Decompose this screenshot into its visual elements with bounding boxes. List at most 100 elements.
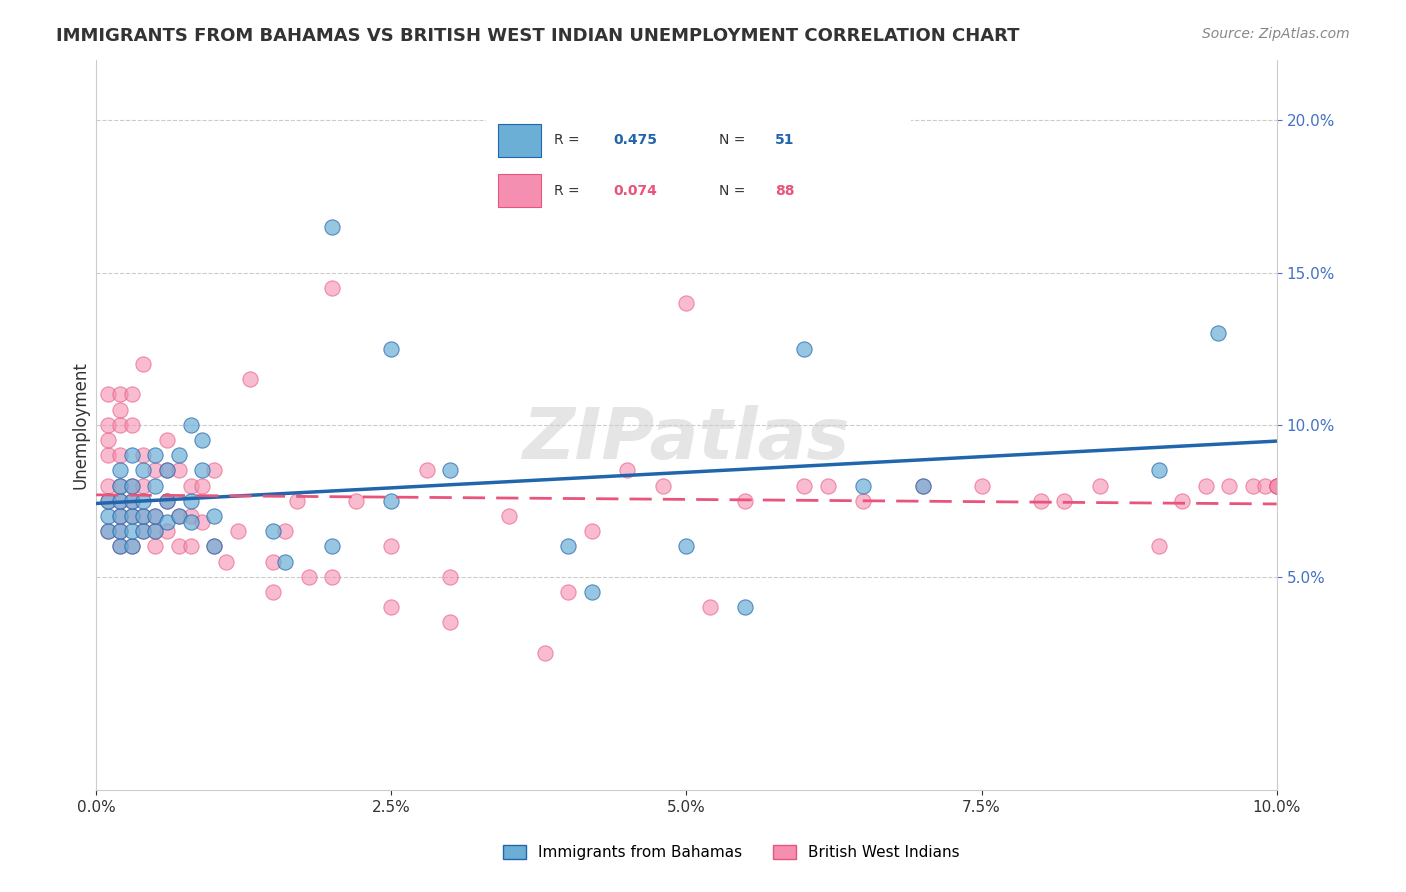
British West Indians xyxy=(156,524,179,539)
British West Indians xyxy=(156,493,179,508)
British West Indians xyxy=(121,493,143,508)
British West Indians xyxy=(180,478,202,492)
British West Indians xyxy=(108,448,131,462)
British West Indians xyxy=(262,585,284,599)
Immigrants from Bahamas xyxy=(121,508,143,523)
Y-axis label: Unemployment: Unemployment xyxy=(72,360,89,489)
Immigrants from Bahamas xyxy=(121,524,143,539)
British West Indians xyxy=(97,493,120,508)
Immigrants from Bahamas xyxy=(132,524,155,539)
Immigrants from Bahamas xyxy=(156,515,179,529)
British West Indians xyxy=(180,540,202,554)
British West Indians xyxy=(533,646,555,660)
Immigrants from Bahamas xyxy=(180,493,202,508)
Immigrants from Bahamas xyxy=(321,219,343,234)
British West Indians xyxy=(132,524,155,539)
British West Indians xyxy=(439,615,461,630)
Immigrants from Bahamas xyxy=(97,524,120,539)
British West Indians xyxy=(143,540,166,554)
British West Indians xyxy=(132,478,155,492)
Immigrants from Bahamas xyxy=(439,463,461,477)
Immigrants from Bahamas xyxy=(202,540,225,554)
British West Indians xyxy=(344,493,367,508)
British West Indians xyxy=(581,524,603,539)
British West Indians xyxy=(108,387,131,401)
Immigrants from Bahamas xyxy=(143,524,166,539)
Immigrants from Bahamas xyxy=(380,493,402,508)
British West Indians xyxy=(121,417,143,432)
British West Indians xyxy=(97,524,120,539)
Legend: Immigrants from Bahamas, British West Indians: Immigrants from Bahamas, British West In… xyxy=(496,839,966,866)
British West Indians xyxy=(143,524,166,539)
British West Indians xyxy=(734,493,756,508)
British West Indians xyxy=(699,600,721,615)
Immigrants from Bahamas xyxy=(581,585,603,599)
Immigrants from Bahamas xyxy=(1206,326,1229,341)
British West Indians xyxy=(415,463,437,477)
Immigrants from Bahamas xyxy=(167,448,190,462)
British West Indians xyxy=(108,402,131,417)
Immigrants from Bahamas xyxy=(202,508,225,523)
British West Indians xyxy=(97,478,120,492)
Immigrants from Bahamas xyxy=(132,508,155,523)
Immigrants from Bahamas xyxy=(191,463,214,477)
British West Indians xyxy=(132,508,155,523)
British West Indians xyxy=(380,600,402,615)
British West Indians xyxy=(262,555,284,569)
British West Indians xyxy=(911,478,934,492)
Immigrants from Bahamas xyxy=(97,508,120,523)
British West Indians xyxy=(817,478,839,492)
British West Indians xyxy=(156,463,179,477)
British West Indians xyxy=(298,570,321,584)
British West Indians xyxy=(285,493,308,508)
British West Indians xyxy=(108,493,131,508)
British West Indians xyxy=(167,508,190,523)
British West Indians xyxy=(274,524,297,539)
British West Indians xyxy=(132,357,155,371)
British West Indians xyxy=(498,508,520,523)
Immigrants from Bahamas xyxy=(143,478,166,492)
Text: IMMIGRANTS FROM BAHAMAS VS BRITISH WEST INDIAN UNEMPLOYMENT CORRELATION CHART: IMMIGRANTS FROM BAHAMAS VS BRITISH WEST … xyxy=(56,27,1019,45)
Immigrants from Bahamas xyxy=(191,433,214,447)
British West Indians xyxy=(1053,493,1076,508)
British West Indians xyxy=(97,417,120,432)
Immigrants from Bahamas xyxy=(121,448,143,462)
British West Indians xyxy=(239,372,262,386)
Immigrants from Bahamas xyxy=(121,540,143,554)
Text: Source: ZipAtlas.com: Source: ZipAtlas.com xyxy=(1202,27,1350,41)
Immigrants from Bahamas xyxy=(852,478,875,492)
British West Indians xyxy=(143,463,166,477)
British West Indians xyxy=(108,540,131,554)
British West Indians xyxy=(970,478,993,492)
British West Indians xyxy=(380,540,402,554)
British West Indians xyxy=(1265,478,1288,492)
British West Indians xyxy=(1241,478,1264,492)
British West Indians xyxy=(1088,478,1111,492)
British West Indians xyxy=(108,478,131,492)
British West Indians xyxy=(557,585,579,599)
British West Indians xyxy=(1265,478,1288,492)
British West Indians xyxy=(1195,478,1218,492)
Immigrants from Bahamas xyxy=(180,515,202,529)
British West Indians xyxy=(1029,493,1052,508)
British West Indians xyxy=(1218,478,1240,492)
Immigrants from Bahamas xyxy=(108,478,131,492)
Immigrants from Bahamas xyxy=(143,448,166,462)
Immigrants from Bahamas xyxy=(557,540,579,554)
British West Indians xyxy=(132,448,155,462)
Immigrants from Bahamas xyxy=(380,342,402,356)
British West Indians xyxy=(180,508,202,523)
British West Indians xyxy=(793,478,815,492)
British West Indians xyxy=(439,570,461,584)
British West Indians xyxy=(121,508,143,523)
British West Indians xyxy=(191,478,214,492)
British West Indians xyxy=(1265,478,1288,492)
British West Indians xyxy=(97,433,120,447)
Immigrants from Bahamas xyxy=(911,478,934,492)
Immigrants from Bahamas xyxy=(1147,463,1170,477)
Immigrants from Bahamas xyxy=(108,524,131,539)
British West Indians xyxy=(156,433,179,447)
British West Indians xyxy=(215,555,238,569)
British West Indians xyxy=(108,524,131,539)
Immigrants from Bahamas xyxy=(132,463,155,477)
